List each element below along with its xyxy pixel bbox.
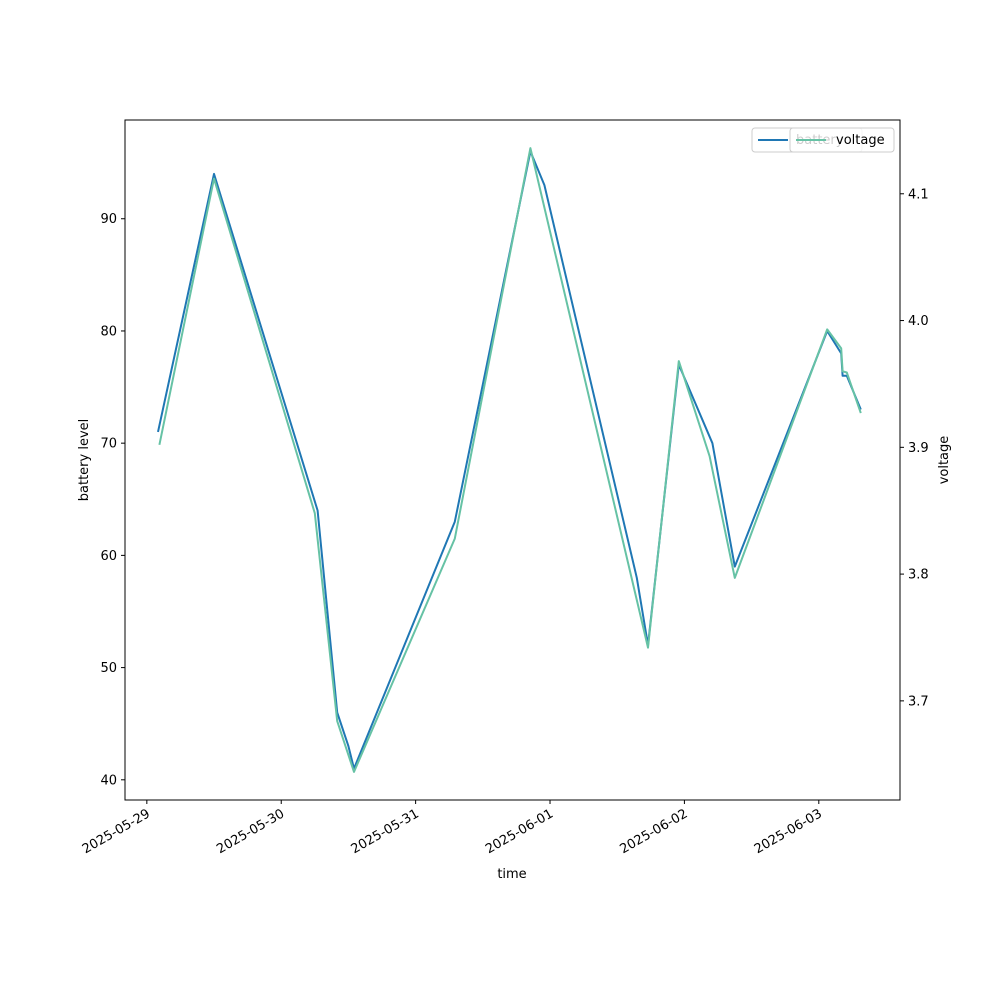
legend-label-voltage: voltage [836,133,885,148]
y-tick-label: 90 [100,212,117,227]
series-line-voltage [158,147,862,773]
y-tick-label: 70 [100,437,117,452]
y2-tick-label: 3.9 [908,441,929,456]
y2-tick-label: 3.8 [908,568,929,583]
y-axis-right: 3.7 3.8 3.9 4.0 4.1 [900,187,929,709]
y2-tick-label: 4.1 [908,187,929,202]
y2-tick-label: 4.0 [908,314,929,329]
series-layer [157,147,862,773]
legend-box [789,127,895,153]
plot-frame [124,119,901,801]
x-axis-label: time [497,867,526,882]
legend-voltage: voltage [789,127,895,153]
y2-tick-label: 3.7 [908,694,929,709]
y-tick-label: 80 [100,324,117,339]
y-axis-label: battery level [77,419,92,502]
y-tick-label: 40 [100,773,117,788]
y-axis-left: 40 50 60 70 80 90 [100,212,125,788]
y-tick-label: 60 [100,549,117,564]
y-tick-label: 50 [100,661,117,676]
y2-axis-label: voltage [937,436,952,485]
